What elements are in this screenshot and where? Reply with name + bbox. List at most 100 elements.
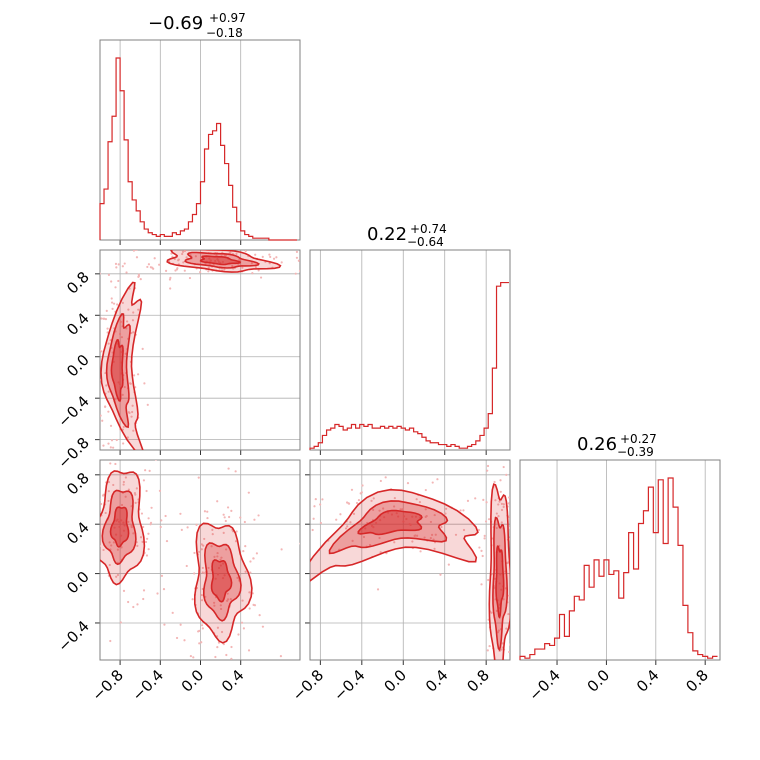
scatter-point (176, 267, 179, 270)
scatter-point (498, 675, 500, 677)
scatter-point (222, 513, 225, 516)
scatter-point (93, 456, 95, 458)
scatter-point (234, 470, 237, 473)
scatter-point (355, 501, 359, 505)
scatter-point (434, 533, 437, 536)
scatter-point (198, 550, 201, 553)
scatter-point (433, 547, 436, 550)
x-tick-label: −0.8 (289, 666, 327, 704)
scatter-point (137, 308, 140, 311)
scatter-point (177, 673, 179, 675)
scatter-point (201, 571, 204, 574)
scatter-point (211, 528, 214, 531)
x-tick-label: 0.4 (218, 666, 248, 696)
panel-body (244, 464, 519, 694)
scatter-point (123, 457, 125, 459)
scatter-point (306, 501, 308, 503)
scatter-point (107, 273, 111, 276)
scatter-point (495, 526, 498, 530)
scatter-point (335, 518, 338, 521)
scatter-point (295, 256, 299, 259)
contour-line (210, 559, 233, 603)
scatter-point (372, 497, 375, 500)
scatter-point (302, 263, 304, 265)
scatter-point (500, 648, 503, 651)
scatter-point (127, 488, 130, 491)
scatter-point (517, 628, 519, 630)
contour-line (110, 339, 124, 403)
scatter-point (346, 525, 349, 528)
scatter-point (248, 607, 251, 610)
scatter-point (462, 528, 466, 532)
scatter-point (136, 544, 139, 547)
scatter-point (244, 518, 246, 520)
scatter-point (124, 476, 127, 479)
scatter-point (352, 512, 356, 515)
scatter-point (323, 263, 325, 265)
scatter-point (121, 393, 124, 396)
scatter-point (179, 623, 182, 626)
scatter-point (214, 655, 217, 659)
scatter-point (509, 527, 510, 529)
scatter-point (350, 488, 354, 491)
scatter-point (508, 496, 510, 499)
scatter-point (110, 301, 114, 304)
scatter-point (122, 483, 125, 486)
scatter-point (253, 518, 256, 521)
scatter-point (507, 680, 509, 682)
scatter-point (313, 505, 316, 508)
scatter-point (100, 317, 103, 320)
scatter-point (252, 557, 255, 560)
scatter-point (79, 552, 81, 554)
scatter-point (257, 269, 260, 272)
scatter-point (489, 666, 491, 668)
histogram-p3 (519, 477, 718, 660)
scatter-point (91, 378, 93, 380)
scatter-point (280, 261, 283, 264)
scatter-point (192, 656, 195, 659)
scatter-point (189, 654, 192, 658)
scatter-point (495, 512, 498, 515)
scatter-point (95, 570, 97, 572)
scatter-point (506, 561, 509, 565)
scatter-point (393, 505, 396, 508)
scatter-point (415, 498, 418, 501)
y-tick-label: 0.4 (63, 309, 93, 339)
scatter-point (480, 583, 483, 586)
scatter-point (261, 255, 264, 259)
scatter-point (357, 498, 361, 502)
y-tick-label: 0.0 (63, 351, 93, 381)
scatter-point (413, 534, 416, 538)
scatter-point (496, 631, 500, 634)
scatter-point (269, 255, 272, 259)
scatter-point (251, 272, 254, 275)
scatter-point (97, 530, 99, 532)
scatter-point (158, 489, 162, 492)
scatter-point (487, 688, 489, 690)
scatter-point (104, 318, 108, 321)
scatter-point (499, 490, 502, 493)
scatter-point (219, 604, 222, 607)
scatter-point (219, 607, 223, 611)
scatter-point (127, 520, 130, 524)
contour-line (100, 470, 146, 586)
scatter-point (224, 519, 227, 523)
scatter-point (213, 604, 216, 607)
scatter-point (497, 692, 499, 694)
scatter-point (134, 501, 137, 505)
title-p1: −0.69 (148, 13, 203, 34)
scatter-point (164, 269, 168, 273)
contour-line (495, 545, 505, 619)
scatter-point (144, 540, 148, 544)
scatter-point (104, 511, 107, 515)
scatter-point (142, 479, 146, 482)
scatter-point (230, 509, 233, 512)
scatter-point (185, 564, 188, 568)
scatter-point (132, 605, 135, 609)
scatter-point (69, 606, 71, 608)
scatter-point (114, 286, 117, 289)
y-tick-label: 0.0 (63, 568, 93, 598)
scatter-point (501, 642, 504, 645)
scatter-point (216, 646, 219, 649)
